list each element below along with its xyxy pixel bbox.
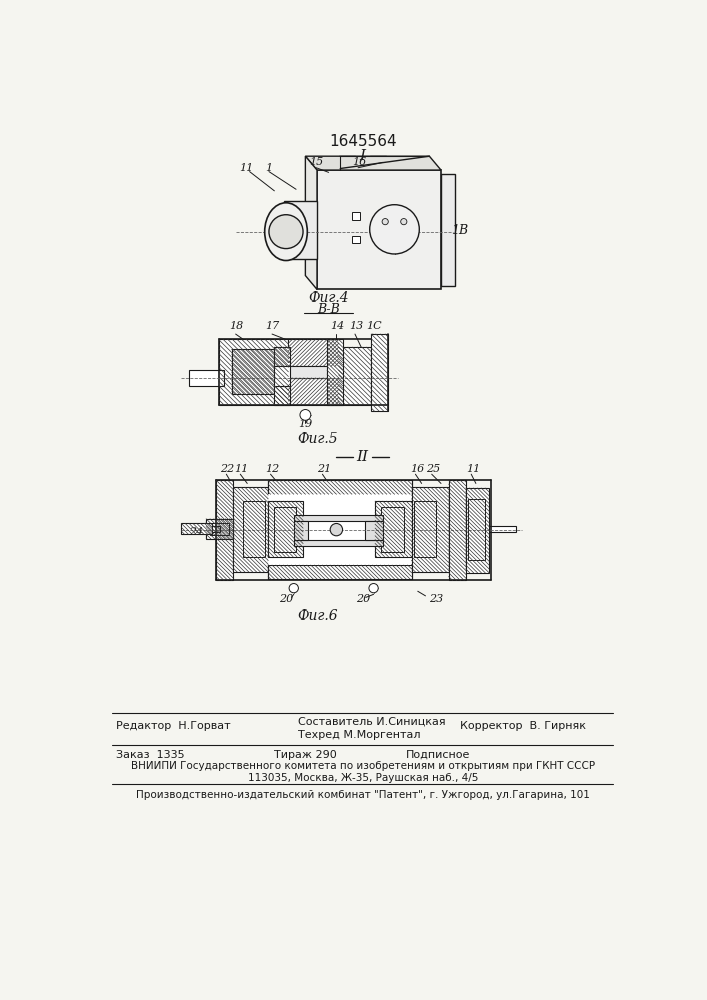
Bar (268, 565, 411, 579)
Text: 12: 12 (265, 464, 279, 474)
Text: I: I (360, 149, 366, 163)
Text: Составитель И.Синицкая: Составитель И.Синицкая (298, 717, 445, 727)
Bar (274, 347, 290, 366)
Text: 19: 19 (298, 419, 312, 429)
Bar (327, 339, 343, 405)
Bar (218, 339, 288, 405)
Bar (352, 212, 360, 220)
Bar (283, 218, 289, 225)
Text: 1645564: 1645564 (329, 134, 397, 149)
Text: 1C: 1C (366, 321, 382, 331)
Bar (233, 487, 268, 572)
Text: 20: 20 (279, 594, 293, 604)
Bar (317, 170, 441, 289)
Bar (380, 507, 404, 552)
Bar (288, 366, 339, 378)
Ellipse shape (264, 203, 308, 261)
Bar (365, 521, 383, 540)
Bar (284, 201, 317, 259)
Bar (210, 523, 230, 535)
Circle shape (300, 410, 311, 420)
Bar (468, 499, 485, 560)
Bar (489, 526, 516, 532)
Text: Корректор  В. Гирняк: Корректор В. Гирняк (460, 721, 586, 731)
Bar (268, 494, 411, 565)
Bar (189, 526, 220, 532)
Bar (371, 334, 388, 411)
Text: Фиг.4: Фиг.4 (308, 291, 349, 305)
Bar (206, 519, 233, 539)
Bar (274, 386, 290, 405)
Text: Фиг.5: Фиг.5 (298, 432, 338, 446)
Text: 20: 20 (356, 594, 370, 604)
Text: 18: 18 (230, 321, 244, 331)
Text: 22: 22 (220, 464, 235, 474)
Bar (293, 540, 383, 546)
Text: 11: 11 (240, 163, 254, 173)
Circle shape (369, 584, 378, 593)
Text: Заказ  1335: Заказ 1335 (115, 750, 184, 760)
Text: 21: 21 (317, 464, 332, 474)
Text: 13: 13 (349, 321, 364, 331)
Bar (274, 507, 296, 552)
Text: 8: 8 (280, 228, 287, 238)
Bar (288, 378, 339, 405)
Text: 15: 15 (309, 157, 324, 167)
Text: 23: 23 (429, 594, 443, 604)
Text: 11: 11 (234, 464, 248, 474)
Bar (274, 366, 290, 386)
Text: Тираж 290: Тираж 290 (274, 750, 337, 760)
Circle shape (330, 523, 343, 536)
Bar (232, 349, 274, 394)
Text: Производственно-издательский комбинат "Патент", г. Ужгород, ул.Гагарина, 101: Производственно-издательский комбинат "П… (136, 790, 590, 800)
Text: 25: 25 (426, 464, 440, 474)
Circle shape (269, 215, 303, 249)
Circle shape (370, 205, 419, 254)
Bar (243, 501, 265, 557)
Bar (182, 523, 212, 534)
Text: 11: 11 (466, 464, 480, 474)
Bar (352, 235, 360, 243)
Bar (189, 370, 224, 386)
Text: B-B: B-B (317, 303, 340, 316)
Bar (449, 480, 466, 580)
Text: Техред М.Моргентал: Техред М.Моргентал (298, 730, 420, 740)
Bar (268, 501, 303, 557)
Text: 1B: 1B (451, 224, 468, 237)
Text: Фиг.6: Фиг.6 (298, 609, 338, 623)
Polygon shape (305, 156, 317, 289)
Bar (339, 347, 371, 405)
Text: 14: 14 (330, 321, 344, 331)
Text: Подписное: Подписное (406, 750, 470, 760)
Circle shape (382, 219, 388, 225)
Bar (414, 501, 436, 557)
Text: 24: 24 (189, 527, 203, 537)
Bar (375, 501, 411, 557)
Bar (268, 480, 411, 494)
Text: ВНИИПИ Государственного комитета по изобретениям и открытиям при ГКНТ СССР: ВНИИПИ Государственного комитета по изоб… (131, 761, 595, 771)
Bar (441, 174, 455, 286)
Bar (283, 238, 289, 246)
Circle shape (289, 584, 298, 593)
Text: 1: 1 (265, 163, 272, 173)
Bar (293, 521, 308, 540)
Text: 16: 16 (352, 157, 366, 167)
Text: 16: 16 (410, 464, 424, 474)
Bar (216, 480, 233, 580)
Text: 113035, Москва, Ж-35, Раушская наб., 4/5: 113035, Москва, Ж-35, Раушская наб., 4/5 (247, 773, 478, 783)
Text: II: II (357, 450, 369, 464)
Text: 17: 17 (265, 321, 279, 331)
Polygon shape (305, 156, 441, 170)
Bar (466, 488, 489, 573)
Bar (411, 487, 449, 572)
Circle shape (401, 219, 407, 225)
Bar (206, 520, 233, 537)
Bar (293, 515, 383, 521)
Bar (288, 339, 339, 366)
Text: Редактор  Н.Горват: Редактор Н.Горват (115, 721, 230, 731)
